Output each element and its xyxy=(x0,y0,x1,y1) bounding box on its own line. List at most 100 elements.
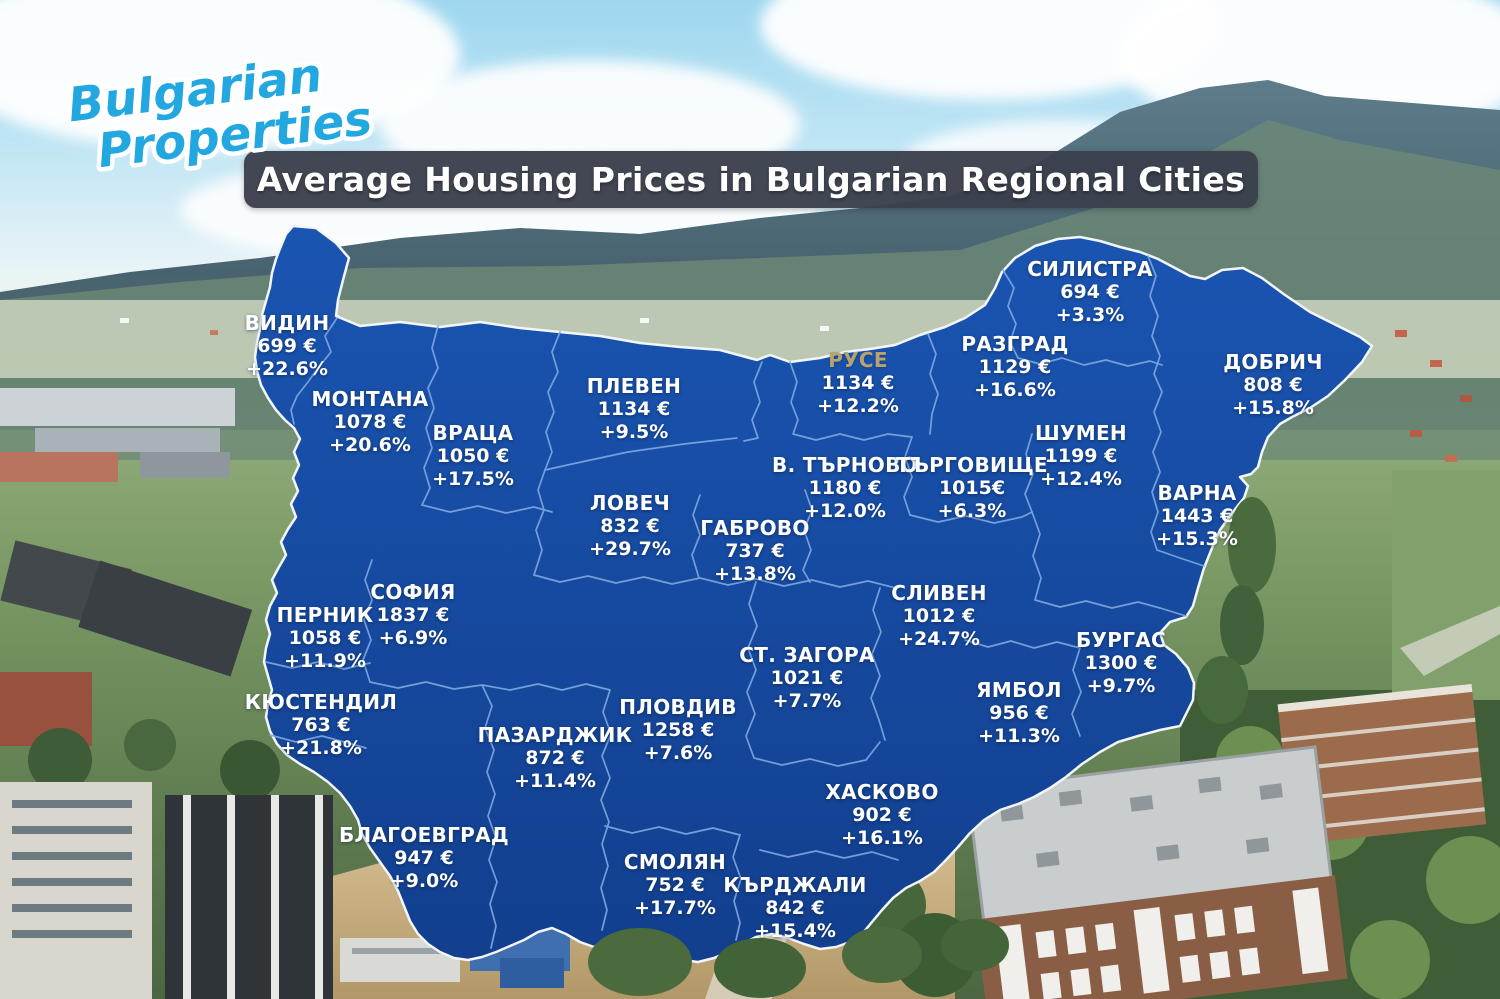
region-name: ЛОВЕЧ xyxy=(589,491,671,515)
region-price: 1134 € xyxy=(821,372,895,394)
region-name: СТ. ЗАГОРА xyxy=(739,643,875,667)
region-targovishte: ТЪРГОВИЩЕ 1015€ +6.3% xyxy=(896,454,1048,523)
region-price: 1199 € xyxy=(1044,445,1118,467)
region-name: ВИДИН xyxy=(244,311,330,335)
region-kyustendil: КЮСТЕНДИЛ 763 € +21.8% xyxy=(245,691,397,760)
region-name: ПЛЕВЕН xyxy=(586,374,682,398)
region-change: +15.4% xyxy=(754,920,836,942)
region-pazardzhik: ПАЗАРДЖИК 872 € +11.4% xyxy=(478,724,633,793)
region-name: ЯМБОЛ xyxy=(976,678,1062,702)
title-banner: Average Housing Prices in Bulgarian Regi… xyxy=(244,151,1258,208)
region-name: ПЛОВДИВ xyxy=(619,695,737,719)
region-name: ДОБРИЧ xyxy=(1223,350,1323,374)
page-title: Average Housing Prices in Bulgarian Regi… xyxy=(256,160,1246,199)
region-varna: ВАРНА 1443 € +15.3% xyxy=(1156,482,1238,551)
bulgarian-properties-logo: Bulgarian Properties xyxy=(60,43,379,183)
region-name: В. ТЪРНОВО xyxy=(772,453,918,477)
region-change: +24.7% xyxy=(898,628,980,650)
white-apartment-windows xyxy=(12,800,132,938)
right-road xyxy=(1400,606,1500,676)
region-blagoevgrad: БЛАГОЕВГРАД 947 € +9.0% xyxy=(339,824,509,893)
region-change: +15.8% xyxy=(1232,397,1314,419)
region-price: 1021 € xyxy=(770,667,844,689)
region-change: +7.7% xyxy=(772,690,842,712)
bulgaria-map-shape xyxy=(253,224,1374,964)
region-change: +6.3% xyxy=(937,500,1007,522)
region-veliko-tarnovo: В. ТЪРНОВО 1180 € +12.0% xyxy=(772,454,918,523)
region-change: +12.4% xyxy=(1040,468,1122,490)
region-change: +22.6% xyxy=(246,358,328,380)
region-name: ХАСКОВО xyxy=(825,780,939,804)
coast-trees xyxy=(1196,497,1276,724)
region-stara-zagora: СТ. ЗАГОРА 1021 € +7.7% xyxy=(739,644,874,713)
region-change: +29.7% xyxy=(589,538,671,560)
region-price: 699 € xyxy=(257,335,317,357)
south-trees xyxy=(588,919,1009,998)
region-price: 956 € xyxy=(989,702,1049,724)
region-change: +13.8% xyxy=(714,563,796,585)
region-price: 1015€ xyxy=(938,477,1006,499)
region-name: ПЕРНИК xyxy=(276,603,374,627)
region-change: +20.6% xyxy=(329,434,411,456)
region-change: +9.0% xyxy=(389,870,459,892)
region-price: 1837 € xyxy=(376,604,450,626)
region-price: 872 € xyxy=(525,747,585,769)
region-pleven: ПЛЕВЕН 1134 € +9.5% xyxy=(587,375,681,444)
region-name: БУРГАС xyxy=(1075,628,1167,652)
region-change: +17.7% xyxy=(634,897,716,919)
region-name: ВАРНА xyxy=(1157,481,1237,505)
region-price: 737 € xyxy=(725,540,785,562)
region-price: 1050 € xyxy=(436,445,510,467)
region-price: 947 € xyxy=(394,847,454,869)
region-burgas: БУРГАС 1300 € +9.7% xyxy=(1076,629,1166,698)
region-price: 832 € xyxy=(600,515,660,537)
region-name: РАЗГРАД xyxy=(961,332,1069,356)
region-razgrad: РАЗГРАД 1129 € +16.6% xyxy=(961,333,1068,402)
region-change: +11.9% xyxy=(284,650,366,672)
region-price: 808 € xyxy=(1243,374,1303,396)
region-change: +6.9% xyxy=(378,627,448,649)
construction-building xyxy=(1277,683,1487,845)
region-name: ВРАЦА xyxy=(432,421,514,445)
region-haskovo: ХАСКОВО 902 € +16.1% xyxy=(825,781,938,850)
region-name: СМОЛЯН xyxy=(623,850,727,874)
region-name: МОНТАНА xyxy=(311,387,429,411)
region-pernik: ПЕРНИК 1058 € +11.9% xyxy=(277,604,374,673)
region-silistra: СИЛИСТРА 694 € +3.3% xyxy=(1027,258,1153,327)
region-shumen: ШУМЕН 1199 € +12.4% xyxy=(1035,422,1127,491)
region-plovdiv: ПЛОВДИВ 1258 € +7.6% xyxy=(619,696,737,765)
region-price: 1058 € xyxy=(288,627,362,649)
region-price: 763 € xyxy=(291,714,351,736)
region-change: +12.2% xyxy=(817,395,899,417)
region-yambol: ЯМБОЛ 956 € +11.3% xyxy=(976,679,1062,748)
region-change: +21.8% xyxy=(280,737,362,759)
region-price: 1012 € xyxy=(902,605,976,627)
region-price: 1300 € xyxy=(1084,652,1158,674)
region-change: +15.3% xyxy=(1156,528,1238,550)
white-apartment-building xyxy=(0,782,152,999)
region-kardzhali: КЪРДЖАЛИ 842 € +15.4% xyxy=(723,874,866,943)
region-change: +9.7% xyxy=(1086,675,1156,697)
main-apartment-building xyxy=(965,745,1348,999)
region-change: +11.4% xyxy=(514,770,596,792)
region-sofia: СОФИЯ 1837 € +6.9% xyxy=(370,581,455,650)
region-price: 1134 € xyxy=(597,398,671,420)
region-price: 694 € xyxy=(1060,281,1120,303)
region-name: СОФИЯ xyxy=(370,580,456,604)
region-vidin: ВИДИН 699 € +22.6% xyxy=(245,312,330,381)
region-name: СИЛИСТРА xyxy=(1027,257,1153,281)
region-gabrovo: ГАБРОВО 737 € +13.8% xyxy=(700,517,809,586)
region-change: +3.3% xyxy=(1055,304,1125,326)
region-change: +11.3% xyxy=(978,725,1060,747)
region-change: +16.6% xyxy=(974,379,1056,401)
region-price: 1258 € xyxy=(641,719,715,741)
region-change: +16.1% xyxy=(841,827,923,849)
region-name: РУСЕ xyxy=(828,348,888,372)
region-lovech: ЛОВЕЧ 832 € +29.7% xyxy=(589,492,671,561)
region-price: 752 € xyxy=(645,874,705,896)
region-montana: МОНТАНА 1078 € +20.6% xyxy=(311,388,428,457)
region-borders xyxy=(265,255,1205,949)
